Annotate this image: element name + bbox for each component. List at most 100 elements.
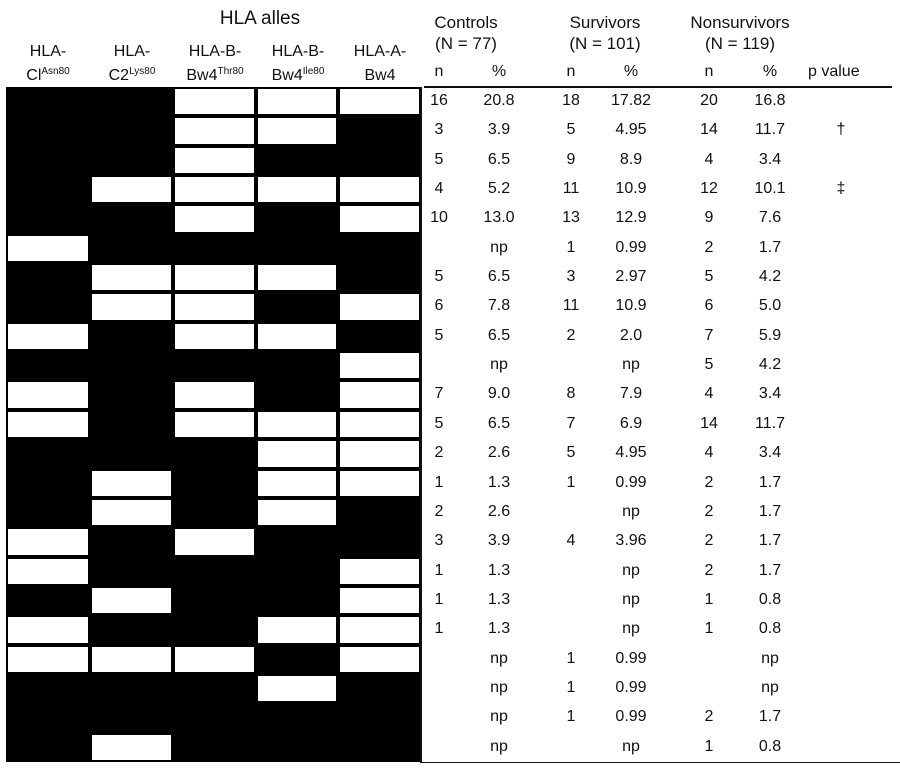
hla-alleles-title: HLA alles xyxy=(219,8,301,29)
allele-cell-absent xyxy=(173,292,256,322)
allele-cell-present xyxy=(90,204,173,234)
survivors-n-cell: 1 xyxy=(566,708,576,726)
allele-pattern-grid xyxy=(6,87,421,762)
allele-cell-absent xyxy=(6,380,90,410)
nonsurvivors-pct-cell: 11.7 xyxy=(755,121,785,139)
col-header-a-bw4: HLA-A- Bw4 xyxy=(353,43,407,84)
survivors-n-cell: 1 xyxy=(566,473,576,491)
survivors-pct-cell: np xyxy=(622,561,640,579)
allele-cell-present xyxy=(173,703,256,733)
survivors-n-cell: 11 xyxy=(562,180,580,198)
allele-cell-absent xyxy=(338,439,421,469)
controls-pct-cell: np xyxy=(490,737,508,755)
allele-cell-present xyxy=(6,351,90,381)
nonsurvivors-n-cell: 20 xyxy=(700,92,718,109)
controls-pct-cell: 3.9 xyxy=(487,121,511,139)
allele-cell-present xyxy=(90,87,173,117)
survivors-pct-cell: 6.9 xyxy=(619,414,643,432)
header-rule xyxy=(424,86,892,88)
allele-cell-absent xyxy=(256,263,338,293)
allele-cell-present xyxy=(173,468,256,498)
allele-cell-present xyxy=(6,585,90,616)
allele-cell-present xyxy=(6,732,90,762)
allele-cell-absent xyxy=(256,409,338,440)
controls-pct-cell: 2.6 xyxy=(487,502,511,520)
controls-pct-cell: 1.3 xyxy=(487,473,511,491)
controls-pct-cell: 1.3 xyxy=(487,561,511,579)
nonsurvivors-n-cell: 4 xyxy=(704,150,714,168)
survivors-pct-cell: np xyxy=(622,502,640,520)
nonsurvivors-pct-cell: 3.4 xyxy=(758,150,782,168)
nonsurvivors-pct-cell: 0.8 xyxy=(758,737,782,755)
controls-pct-cell: 5.2 xyxy=(487,180,511,198)
allele-cell-present xyxy=(6,116,90,146)
allele-cell-absent xyxy=(173,409,256,440)
allele-cell-absent xyxy=(256,175,338,205)
survivors-n-label: n xyxy=(566,63,576,80)
allele-cell-present xyxy=(256,233,338,264)
allele-cell-absent xyxy=(338,556,421,586)
allele-cell-present xyxy=(90,673,173,704)
nonsurvivors-n-cell: 2 xyxy=(704,532,714,550)
nonsurvivors-pct-cell: 4.2 xyxy=(758,356,782,374)
survivors-n-cell: 5 xyxy=(566,121,576,139)
allele-cell-present xyxy=(173,497,256,528)
allele-cell-absent xyxy=(173,87,256,117)
allele-cell-absent xyxy=(90,732,173,762)
survivors-n-cell: 9 xyxy=(566,150,576,168)
allele-cell-present xyxy=(338,732,421,762)
allele-cell-absent xyxy=(90,468,173,498)
nonsurvivors-pct-cell: 10.1 xyxy=(754,180,786,198)
allele-cell-absent xyxy=(173,321,256,352)
allele-cell-present xyxy=(90,116,173,146)
allele-cell-present xyxy=(6,175,90,205)
allele-cell-absent xyxy=(173,263,256,293)
controls-pct-cell: 7.8 xyxy=(487,297,511,315)
nonsurvivors-n-cell: 5 xyxy=(704,356,714,374)
p-value-cell: ‡ xyxy=(836,180,846,198)
survivors-pct-cell: 0.99 xyxy=(615,238,647,256)
allele-cell-absent xyxy=(338,204,421,234)
allele-cell-absent xyxy=(256,87,338,117)
allele-cell-present xyxy=(6,497,90,528)
allele-cell-present xyxy=(173,556,256,586)
allele-cell-absent xyxy=(338,175,421,205)
allele-cell-absent xyxy=(6,615,90,645)
allele-cell-present xyxy=(256,204,338,234)
allele-cell-present xyxy=(256,703,338,733)
allele-cell-absent xyxy=(173,175,256,205)
allele-cell-present xyxy=(256,380,338,410)
controls-n-cell: 5 xyxy=(434,150,444,168)
allele-cell-present xyxy=(6,703,90,733)
nonsurvivors-pct-cell: 0.8 xyxy=(758,590,782,608)
controls-pct-cell: 6.5 xyxy=(487,414,511,432)
allele-cell-absent xyxy=(256,116,338,146)
survivors-pct-cell: np xyxy=(622,737,640,755)
controls-pct-cell: 1.3 xyxy=(487,590,511,608)
allele-cell-present xyxy=(256,527,338,557)
controls-pct-cell: np xyxy=(490,238,508,256)
survivors-n-cell: 8 xyxy=(566,385,576,403)
allele-cell-absent xyxy=(256,321,338,352)
nonsurvivors-pct-cell: 3.4 xyxy=(758,444,782,462)
survivors-pct-cell: 10.9 xyxy=(615,180,647,198)
nonsurvivors-n-cell: 5 xyxy=(704,268,714,286)
allele-cell-absent xyxy=(90,585,173,616)
nonsurvivors-n-cell: 14 xyxy=(700,121,718,139)
allele-cell-present xyxy=(90,615,173,645)
allele-cell-present xyxy=(338,233,421,264)
allele-cell-absent xyxy=(338,644,421,674)
survivors-n-cell: 1 xyxy=(566,649,576,667)
survivors-pct-cell: np xyxy=(622,620,640,638)
nonsurvivors-pct-cell: 1.7 xyxy=(758,473,782,491)
nonsurvivors-n-cell: 9 xyxy=(704,209,714,227)
group-header-nonsurvivors: Nonsurvivors (N = 119) xyxy=(690,13,790,53)
survivors-pct-cell: np xyxy=(622,356,640,374)
nonsurvivors-n-cell: 1 xyxy=(704,620,714,638)
allele-cell-present xyxy=(90,556,173,586)
nonsurvivors-pct-label: % xyxy=(762,63,778,80)
allele-cell-present xyxy=(173,351,256,381)
controls-n-cell: 16 xyxy=(430,92,448,109)
survivors-pct-cell: 4.95 xyxy=(615,444,647,462)
allele-cell-present xyxy=(6,292,90,322)
